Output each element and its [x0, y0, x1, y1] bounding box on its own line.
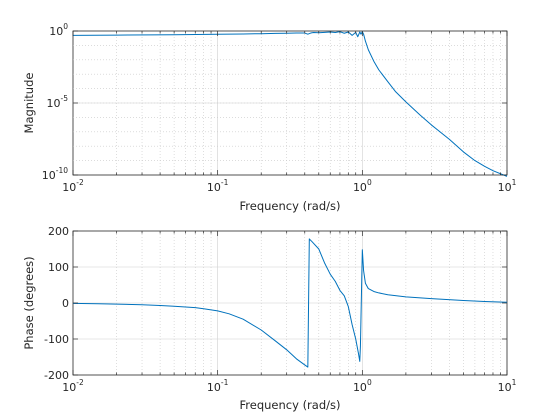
magnitude-y-axis-label: Magnitude [22, 73, 36, 134]
phase-x-tick-label: 100 [353, 378, 372, 394]
phase-axes: 10-2 10-1 100 101 -200 -100 0 100 200 [44, 225, 517, 394]
magnitude-y-tick-label: 100 [49, 22, 68, 38]
magnitude-grid [73, 31, 507, 175]
phase-x-axis-label: Frequency (rad/s) [240, 398, 341, 412]
magnitude-x-tick-label: 101 [498, 178, 517, 194]
phase-y-tick-label: 200 [48, 225, 69, 238]
phase-y-tick-label: 0 [62, 297, 69, 310]
phase-y-tick-label: 100 [48, 261, 69, 274]
magnitude-x-tick-label: 100 [353, 178, 372, 194]
magnitude-series-line [72, 31, 508, 177]
magnitude-axes: 10-2 10-1 100 101 10-10 10-5 100 [42, 22, 517, 194]
magnitude-plot: 10-2 10-1 100 101 10-10 10-5 100 Frequency (ra… [22, 22, 517, 213]
phase-x-tick-label: 10-2 [62, 378, 84, 394]
phase-plot: 10-2 10-1 100 101 -200 -100 0 100 200 Frequency … [22, 225, 517, 412]
magnitude-x-tick-label: 10-2 [62, 178, 84, 194]
phase-x-tick-label: 101 [498, 378, 517, 394]
magnitude-y-tick-label: 10-5 [47, 94, 69, 110]
phase-grid [73, 231, 507, 375]
magnitude-x-tick-label: 10-1 [207, 178, 229, 194]
magnitude-x-axis-label: Frequency (rad/s) [240, 199, 341, 213]
phase-y-tick-label: -200 [44, 369, 69, 382]
phase-y-axis-label: Phase (degrees) [22, 256, 36, 349]
phase-y-tick-label: -100 [44, 333, 69, 346]
phase-x-tick-label: 10-1 [207, 378, 229, 394]
phase-series-line [72, 238, 508, 368]
magnitude-y-tick-label: 10-10 [42, 166, 68, 182]
